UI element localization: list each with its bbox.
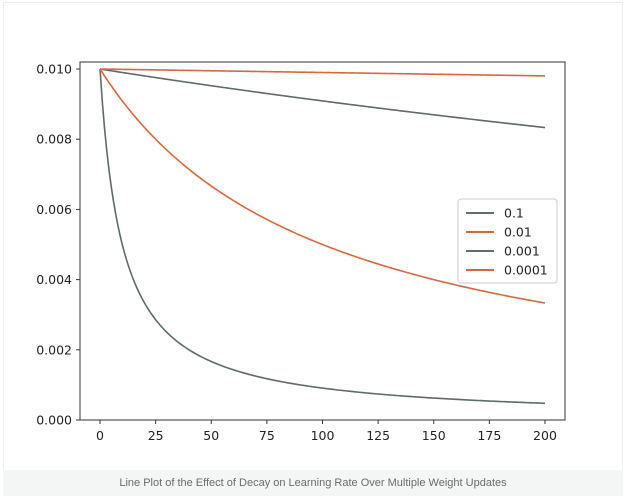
series-line-2 [99,68,546,129]
y-tick-label: 0.000 [36,413,72,428]
y-tick-label: 0.006 [36,202,72,217]
series-line-3 [100,68,545,77]
figure-frame: 0 25 50 75 100 125 150 175 200 0.000 0.002 0.004 0.0… [3,2,623,495]
y-tick-label: 0.010 [36,62,72,77]
x-tick-label: 0 [96,428,104,443]
series-line-1 [99,68,546,304]
x-tick-label: 150 [422,428,446,443]
x-tick-label: 25 [148,428,164,443]
x-tick-label: 200 [533,428,557,443]
x-tick-label: 100 [311,428,335,443]
legend-label-3: 0.0001 [504,263,548,278]
x-tick-label: 125 [366,428,390,443]
line-chart: 0 25 50 75 100 125 150 175 200 0.000 0.002 0.004 0.0… [36,61,566,443]
legend-label-0: 0.1 [504,206,524,221]
y-tick-label: 0.008 [36,132,72,147]
x-tick-label: 75 [259,428,275,443]
x-tick-label: 50 [203,428,219,443]
x-tick-label: 175 [477,428,501,443]
y-tick-label: 0.004 [36,272,72,287]
figure-caption: Line Plot of the Effect of Decay on Lear… [3,470,623,496]
legend-box [457,198,558,284]
y-tick-label: 0.002 [36,342,72,357]
legend-label-2: 0.001 [504,244,540,259]
legend-label-1: 0.01 [504,225,532,240]
series-line-0 [99,68,546,405]
